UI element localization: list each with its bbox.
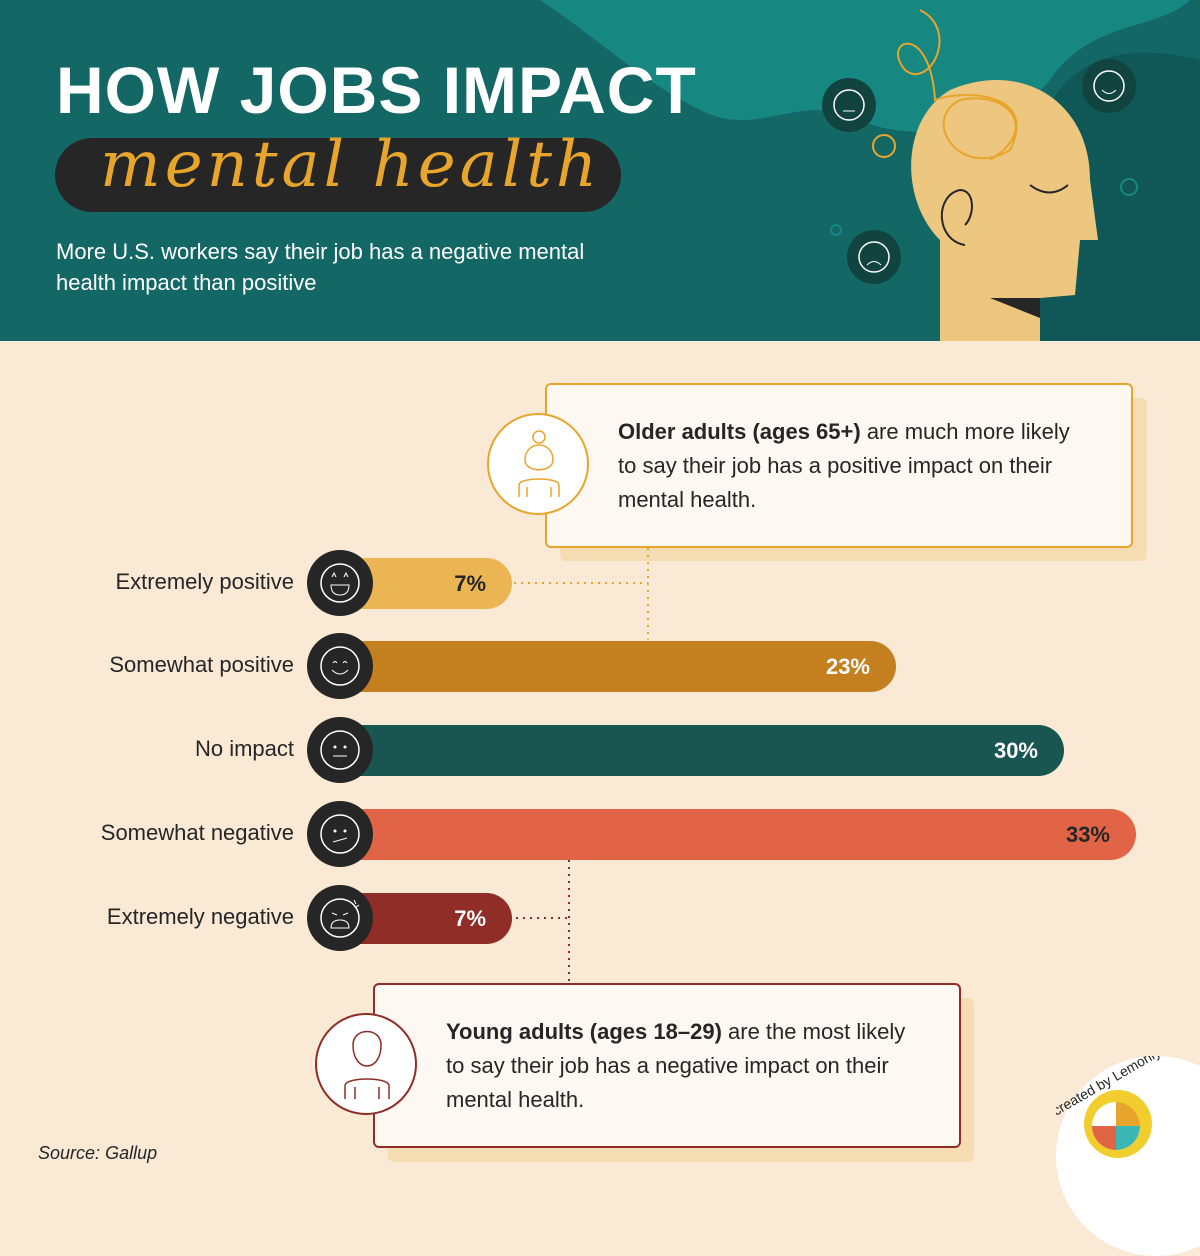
header: HOW JOBS IMPACT mental health More U.S. … bbox=[0, 0, 1200, 341]
star-eyes-face-icon bbox=[307, 550, 373, 616]
title: HOW JOBS IMPACT bbox=[56, 53, 697, 127]
smiling-face-icon bbox=[1082, 59, 1136, 113]
bar: 23% bbox=[344, 641, 896, 692]
bar: 7% bbox=[344, 558, 512, 609]
header-decoration bbox=[540, 0, 1200, 341]
older-adult-icon bbox=[487, 413, 589, 515]
head-icon bbox=[911, 80, 1098, 341]
bar-label: Extremely positive bbox=[115, 569, 294, 594]
bar-value-label: 23% bbox=[825, 653, 870, 679]
script-title-pill bbox=[55, 138, 621, 212]
bar: 33% bbox=[344, 809, 1136, 860]
lemonly-logo: created by Lemonly bbox=[1049, 1044, 1200, 1256]
bar-value-label: 30% bbox=[993, 737, 1038, 763]
confused-face-icon bbox=[307, 801, 373, 867]
callout-connector-bottom bbox=[516, 860, 570, 982]
source: Source: Gallup bbox=[38, 1143, 157, 1164]
tangled-thoughts-icon bbox=[897, 9, 1018, 161]
callout-bold: Young adults (ages 18–29) bbox=[446, 1019, 722, 1044]
callout-connector-top bbox=[514, 548, 649, 640]
smiling-face-icon bbox=[307, 633, 373, 699]
bar-value-label: 7% bbox=[454, 905, 486, 931]
source-label: Source: bbox=[38, 1143, 101, 1163]
callout-young-adults: Young adults (ages 18–29) are the most l… bbox=[373, 983, 961, 1148]
callout-text: are much more likely to say their job ha… bbox=[618, 419, 1070, 512]
angry-face-icon bbox=[307, 885, 373, 951]
sad-face-icon bbox=[847, 230, 901, 284]
bar-label: Somewhat positive bbox=[109, 652, 294, 677]
bar-value-label: 7% bbox=[454, 570, 486, 596]
callout-older-adults: Older adults (ages 65+) are much more li… bbox=[545, 383, 1133, 548]
bar-label: Somewhat negative bbox=[100, 820, 294, 845]
bar: 30% bbox=[344, 725, 1064, 776]
callout-bold: Older adults (ages 65+) bbox=[618, 419, 861, 444]
callout-text: are the most likely to say their job has… bbox=[446, 1019, 906, 1112]
young-adult-icon bbox=[315, 1013, 417, 1115]
bar-label: No impact bbox=[194, 736, 294, 761]
bar-value-label: 33% bbox=[1065, 821, 1110, 847]
bar-label: Extremely negative bbox=[106, 904, 294, 929]
neutral-face-icon bbox=[307, 717, 373, 783]
source-value: Gallup bbox=[105, 1143, 158, 1163]
neutral-face-icon bbox=[822, 78, 876, 132]
script-title: mental health bbox=[100, 128, 602, 202]
subtitle: More U.S. workers say their job has a ne… bbox=[56, 239, 585, 295]
